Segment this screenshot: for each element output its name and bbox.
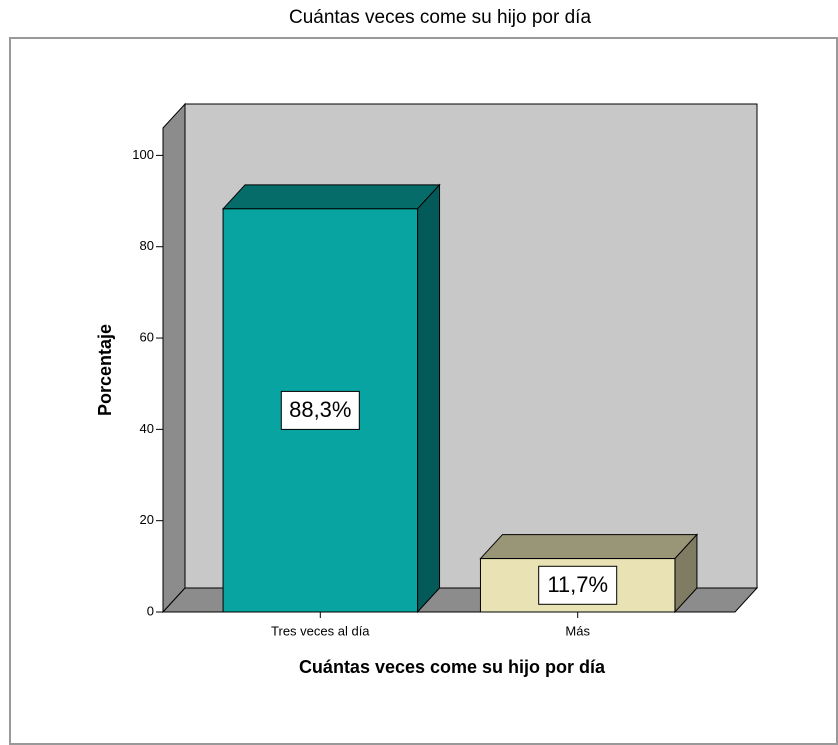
bar-top [479,534,699,560]
y-tick-label: 20 [140,512,154,527]
value-label-box [538,565,618,605]
x-axis-label: Cuántas veces come su hijo por día [299,657,606,677]
y-tick-label: 0 [147,603,154,618]
y-tick-label: 60 [140,329,154,344]
side-wall [162,102,186,614]
x-tick-label: Más [565,623,590,638]
y-axis-label: Porcentaje [95,324,115,416]
y-tick-label: 80 [140,238,154,253]
y-tick-label: 40 [140,421,154,436]
y-tick-label: 100 [132,147,154,162]
bar-side [417,183,441,614]
x-tick-label: Tres veces al día [271,623,370,638]
value-label: 88,3% [289,397,351,422]
value-label-box [280,390,360,430]
chart-title: Cuántas veces come su hijo por día [289,7,591,28]
bar-top [221,184,441,210]
value-label: 11,7% [547,572,608,597]
